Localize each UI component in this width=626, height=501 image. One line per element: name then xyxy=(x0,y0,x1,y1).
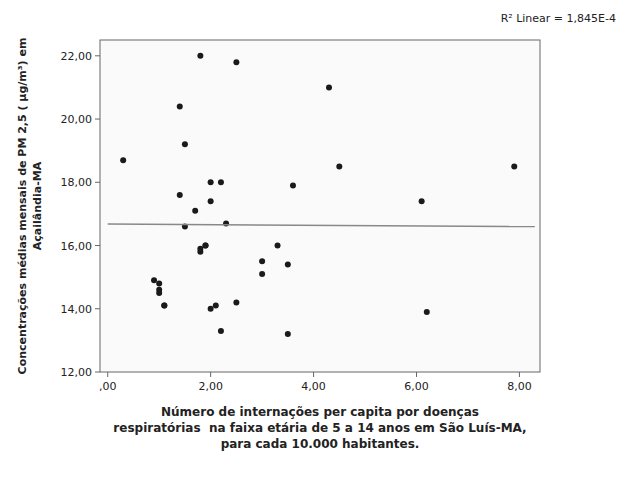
scatter-point xyxy=(223,220,229,226)
y-tick-label: 14,00 xyxy=(61,303,93,316)
y-tick xyxy=(95,182,100,183)
scatter-point xyxy=(285,331,291,337)
scatter-point xyxy=(290,182,296,188)
x-tick xyxy=(519,372,520,377)
scatter-point xyxy=(156,280,162,286)
scatter-point xyxy=(326,84,332,90)
scatter-point xyxy=(177,192,183,198)
y-tick xyxy=(95,55,100,56)
scatter-point xyxy=(233,59,239,65)
x-tick-label: 2,00 xyxy=(198,380,223,393)
plot-frame xyxy=(100,40,540,372)
scatter-point xyxy=(202,243,208,249)
x-axis-label: Número de internações per capita por doe… xyxy=(161,405,479,419)
y-tick-label: 16,00 xyxy=(61,240,93,253)
x-tick-label: 8,00 xyxy=(507,380,532,393)
scatter-point xyxy=(197,249,203,255)
scatter-point xyxy=(233,299,239,305)
scatter-point xyxy=(161,303,167,309)
y-tick xyxy=(95,308,100,309)
scatter-point xyxy=(259,258,265,264)
scatter-point xyxy=(424,309,430,315)
plot-area xyxy=(108,53,535,337)
scatter-point xyxy=(218,328,224,334)
scatter-point xyxy=(419,198,425,204)
y-tick-label: 20,00 xyxy=(61,113,93,126)
y-tick xyxy=(95,372,100,373)
y-tick-label: 12,00 xyxy=(61,366,93,379)
scatter-point xyxy=(275,243,281,249)
y-axis-label: Concentrações médias mensais de PM 2,5 (… xyxy=(16,38,29,375)
scatter-point xyxy=(208,306,214,312)
y-tick-label: 18,00 xyxy=(61,176,93,189)
scatter-point xyxy=(213,303,219,309)
x-tick xyxy=(313,372,314,377)
scatter-point xyxy=(120,157,126,163)
x-tick-label: 6,00 xyxy=(404,380,429,393)
x-axis-label: respiratórias na faixa etária de 5 a 14 … xyxy=(113,421,526,435)
y-axis-label: Açailândia-MA xyxy=(31,161,44,250)
axes: ,00 2,00 4,00 6,00 8,00 12,00 14,00 16,00 18,00 2… xyxy=(61,50,532,393)
chart: ,00 2,00 4,00 6,00 8,00 12,00 14,00 16,00 18,00 2… xyxy=(0,0,626,501)
scatter-point xyxy=(511,163,517,169)
x-tick xyxy=(107,372,108,377)
y-tick xyxy=(95,119,100,120)
scatter-point xyxy=(151,277,157,283)
scatter-point xyxy=(156,290,162,296)
x-tick xyxy=(416,372,417,377)
x-tick-label: ,00 xyxy=(99,380,117,393)
scatter-point xyxy=(259,271,265,277)
y-tick xyxy=(95,245,100,246)
scatter-point xyxy=(177,103,183,109)
x-tick-label: 4,00 xyxy=(301,380,326,393)
y-tick-label: 22,00 xyxy=(61,50,93,63)
scatter-point xyxy=(197,53,203,59)
scatter-point xyxy=(161,303,167,309)
scatter-point xyxy=(218,179,224,185)
scatter-point xyxy=(336,163,342,169)
x-tick xyxy=(210,372,211,377)
scatter-point xyxy=(285,261,291,267)
scatter-point xyxy=(192,208,198,214)
scatter-point xyxy=(182,141,188,147)
scatter-point xyxy=(202,243,208,249)
x-axis-label: para cada 10.000 habitantes. xyxy=(221,437,420,451)
scatter-point xyxy=(208,198,214,204)
annotation: R² Linear = 1,845E-4 xyxy=(501,12,616,25)
scatter-point xyxy=(208,179,214,185)
trend-line xyxy=(108,224,535,227)
